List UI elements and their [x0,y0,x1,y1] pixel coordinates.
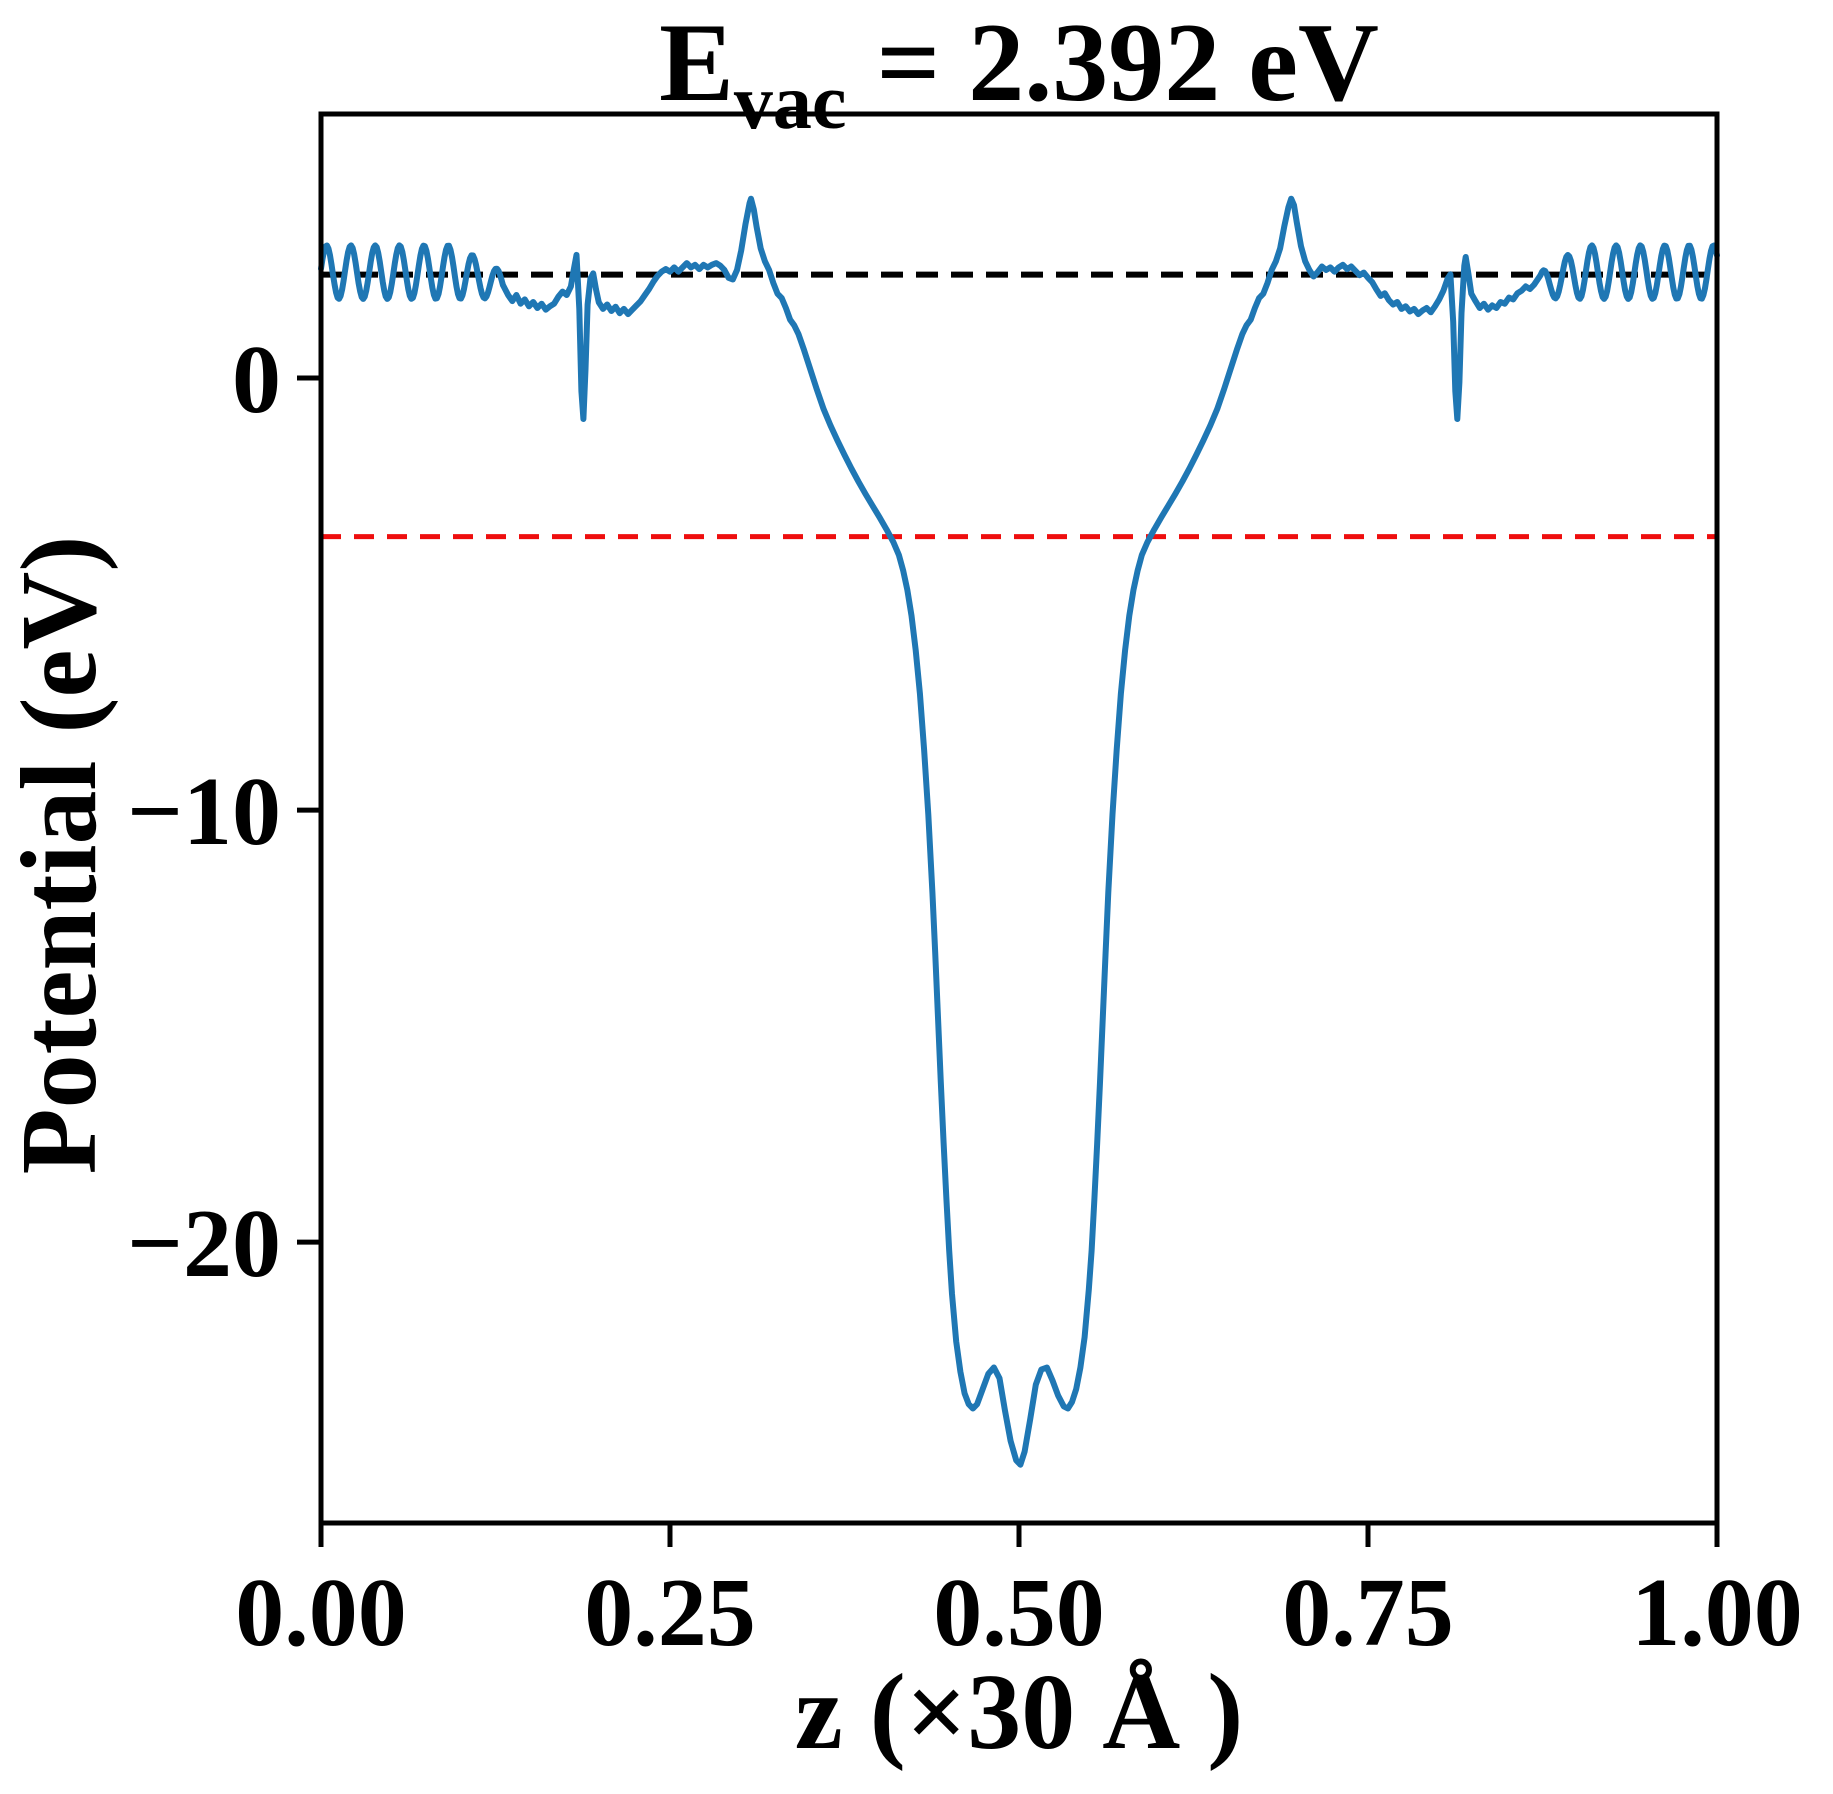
y-tick-label: 0 [232,326,281,434]
x-tick-label: 0.75 [1282,1559,1454,1667]
x-tick-label: 1.00 [1631,1559,1803,1667]
x-tick-label: 0.50 [933,1559,1105,1667]
x-axis-label: z (×30 Å ) [795,1653,1243,1772]
y-tick-label: −10 [127,758,281,866]
title-value: = 2.392 eV [876,1,1378,125]
title-symbol: E [659,1,734,125]
plot-title: Evac = 2.392 eV [659,1,1379,145]
y-axis-label: Potential (eV) [0,536,119,1175]
axes-border [318,111,1720,1526]
reference-lines [321,271,1717,540]
potential-curve [318,195,1720,1468]
axis-ticks: 0.00 0.25 0.50 0.75 1.00 0 −10 −20 [127,326,1803,1667]
x-tick-label: 0.00 [235,1559,407,1667]
x-tick-label: 0.25 [584,1559,756,1667]
title-subscript: vac [734,58,847,145]
y-tick-label: −20 [127,1190,281,1298]
